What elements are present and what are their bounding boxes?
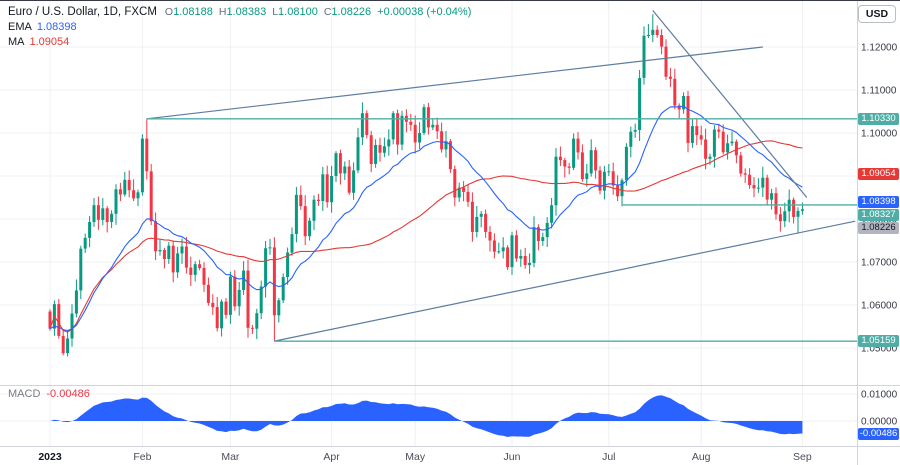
svg-text:1.09000: 1.09000: [861, 172, 898, 183]
svg-text:Jun: Jun: [504, 451, 521, 463]
svg-text:1.05000: 1.05000: [861, 344, 898, 355]
svg-text:0.00000: 0.00000: [861, 417, 898, 428]
macd-area-series: [50, 395, 803, 437]
time-axis-labels: 2023 Feb Mar Apr May Jun Jul Aug Sep: [38, 451, 812, 463]
svg-text:1.10000: 1.10000: [861, 129, 898, 140]
grid: [0, 1, 857, 446]
svg-text:Sep: Sep: [793, 451, 812, 463]
currency-usd-button[interactable]: USD: [858, 5, 896, 23]
svg-text:1.12000: 1.12000: [861, 43, 898, 54]
price-axis-ticks: 1.05000 1.06000 1.07000 1.08000 1.09000 1.100…: [861, 43, 898, 428]
ohlc-h: H1.08383: [218, 6, 267, 18]
trend-lines[interactable]: [146, 10, 856, 342]
macd-legend[interactable]: MACD -0.00486: [8, 388, 90, 400]
svg-text:2023: 2023: [38, 451, 62, 463]
ohlc-values: O1.08188 H1.08383 L1.08100 C1.08226: [159, 6, 371, 18]
ohlc-c: C1.08226: [323, 6, 372, 18]
svg-text:Mar: Mar: [221, 451, 240, 463]
macd-value: -0.00486: [46, 388, 90, 400]
indicator-legend: EMA 1.08398 MA 1.09054: [8, 20, 471, 50]
svg-text:Apr: Apr: [323, 451, 340, 463]
svg-text:Jul: Jul: [602, 451, 615, 463]
macd-label: MACD: [8, 388, 41, 400]
svg-text:1.11000: 1.11000: [861, 86, 897, 97]
ma-line: [49, 140, 803, 333]
svg-text:1.07000: 1.07000: [861, 258, 898, 269]
symbol-row: Euro / U.S. Dollar, 1D, FXCM O1.08188 H1.0…: [8, 5, 471, 20]
svg-text:May: May: [405, 451, 426, 463]
ema-line: [49, 105, 803, 332]
svg-text:0.01000: 0.01000: [861, 390, 898, 401]
svg-text:1.06000: 1.06000: [861, 301, 898, 312]
svg-text:1.08000: 1.08000: [861, 215, 898, 226]
svg-text:Aug: Aug: [692, 451, 711, 463]
indicator-row-ema[interactable]: EMA 1.08398: [8, 21, 77, 33]
indicator-row-ma[interactable]: MA 1.09054: [8, 36, 70, 48]
symbol-title[interactable]: Euro / U.S. Dollar, 1D, FXCM: [8, 6, 157, 18]
svg-text:Feb: Feb: [133, 451, 151, 463]
price-change: +0.00038 (+0.04%): [377, 6, 472, 18]
symbol-header: Euro / U.S. Dollar, 1D, FXCM O1.08188 H1.0…: [8, 5, 471, 50]
horizontal-lines[interactable]: [146, 118, 857, 342]
ohlc-l: L1.08100: [272, 6, 318, 18]
ohlc-o: O1.08188: [164, 6, 213, 18]
